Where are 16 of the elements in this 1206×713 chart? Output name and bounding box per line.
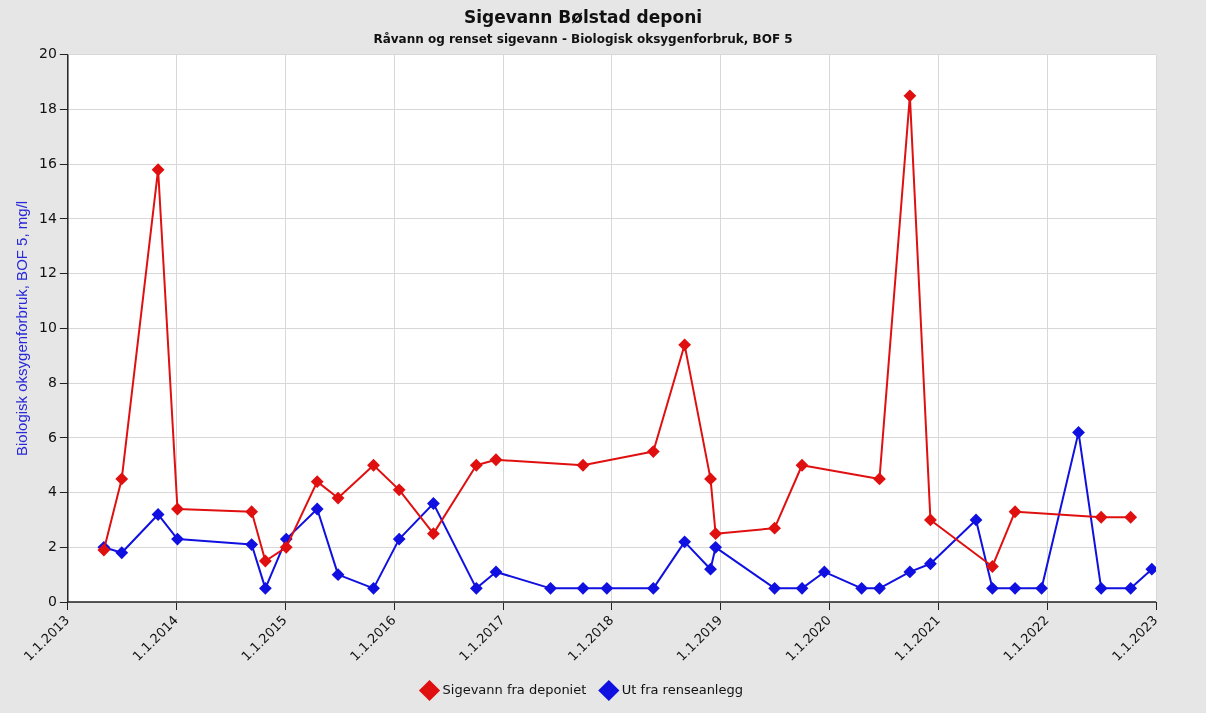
legend-label: Sigevann fra deponiet [442, 681, 587, 697]
y-tick-label: 18 [38, 100, 57, 117]
y-tick-label: 2 [47, 537, 57, 554]
y-tick-label: 4 [47, 483, 57, 500]
chart-subtitle: Råvann og renset sigevann - Biologisk oksygenforbruk, BOF 5 [373, 31, 793, 46]
y-tick-label: 6 [47, 428, 57, 445]
y-tick-label: 0 [47, 592, 57, 609]
y-axis-title: Biologisk oksygenforbruk, BOF 5, mg/l [13, 200, 31, 456]
chart-title: Sigevann Bølstad deponi [463, 6, 703, 27]
y-tick-label: 12 [38, 264, 57, 281]
y-tick-label: 14 [38, 209, 57, 226]
y-tick-label: 16 [38, 154, 57, 171]
legend-label: Ut fra renseanlegg [621, 681, 743, 697]
y-tick-label: 8 [47, 373, 57, 390]
y-tick-label: 10 [38, 319, 57, 336]
y-tick-label: 20 [38, 45, 57, 62]
